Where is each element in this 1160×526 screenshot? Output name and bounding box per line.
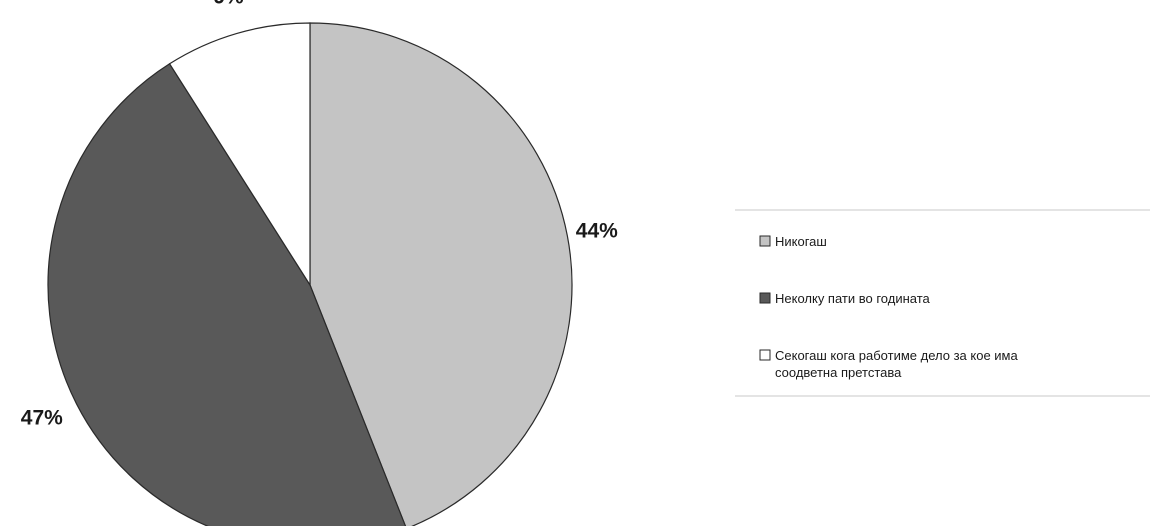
pie-labels: 44% 47% 9% [21, 0, 618, 430]
legend-label-3-line-2: соодветна претстава [775, 365, 902, 380]
pie-slice-3 [168, 22, 311, 288]
legend-label-3-line-1: Секогаш кога работиме дело за кое има [775, 348, 1018, 363]
pie-slice-1 [309, 22, 573, 526]
pie-slice-2 [47, 62, 407, 526]
pie-label-2: 47% [21, 407, 63, 430]
legend-swatch-1 [759, 235, 771, 247]
legend: Никогаш Неколку пати во годината Секогаш к… [735, 209, 1150, 397]
pie-slices [47, 22, 573, 526]
legend-label-2: Неколку пати во годината [775, 291, 931, 306]
pie-label-1: 44% [576, 219, 618, 242]
legend-swatch-2 [759, 292, 771, 304]
legend-swatch-3 [759, 349, 771, 361]
legend-label-1: Никогаш [775, 234, 827, 249]
pie-label-3: 9% [213, 0, 244, 9]
